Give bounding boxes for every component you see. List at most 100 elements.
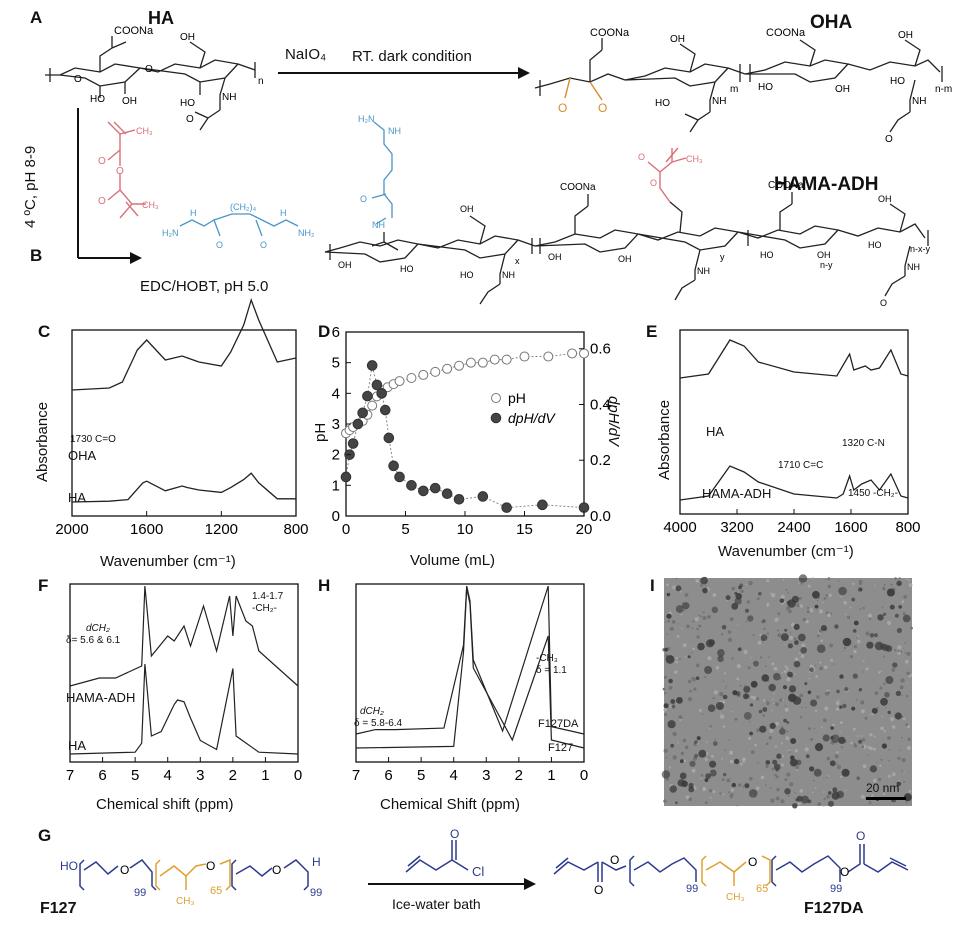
tem-nanoparticle bbox=[794, 640, 799, 645]
svg-text:HO: HO bbox=[180, 98, 195, 109]
tem-nanoparticle bbox=[761, 674, 770, 682]
tem-noise bbox=[796, 603, 800, 607]
d-line-dpdv bbox=[345, 365, 585, 509]
acryl-o: O bbox=[450, 827, 459, 841]
arrow-a bbox=[278, 67, 530, 79]
svg-text:HO: HO bbox=[868, 240, 882, 250]
tem-noise bbox=[678, 715, 683, 720]
tem-noise bbox=[771, 662, 775, 666]
tem-noise bbox=[726, 599, 728, 602]
c-series-oha: OHA bbox=[68, 448, 97, 463]
tem-noise bbox=[881, 715, 884, 718]
f-line-hama-adh bbox=[69, 585, 299, 687]
tem-nanoparticle bbox=[666, 592, 671, 597]
tem-noise bbox=[762, 642, 764, 644]
tem-noise bbox=[766, 701, 770, 706]
tem-noise bbox=[762, 699, 766, 702]
tem-noise bbox=[672, 585, 677, 590]
c-tick-label: 800 bbox=[283, 521, 308, 538]
tem-noise bbox=[781, 742, 783, 745]
tem-noise bbox=[719, 691, 724, 697]
svg-text:n-y: n-y bbox=[820, 260, 833, 270]
svg-text:HO: HO bbox=[890, 76, 905, 87]
panel-label-h: H bbox=[318, 576, 331, 595]
tem-nanoparticle bbox=[805, 754, 810, 759]
e-series-ha: HA bbox=[706, 424, 725, 439]
tem-nanoparticle bbox=[832, 787, 838, 793]
tem-noise bbox=[836, 765, 841, 770]
tem-nanoparticle bbox=[737, 647, 742, 652]
tem-nanoparticle bbox=[707, 704, 716, 712]
tem-noise bbox=[714, 738, 716, 741]
tem-noise bbox=[845, 789, 847, 792]
tem-noise bbox=[766, 579, 770, 583]
tem-noise bbox=[785, 736, 790, 741]
tem-noise bbox=[899, 685, 904, 690]
tem-nanoparticle bbox=[874, 641, 884, 651]
tem-noise bbox=[883, 655, 886, 658]
tem-noise bbox=[774, 773, 777, 777]
d-point-dpdv bbox=[406, 480, 417, 491]
f-tick-label: 6 bbox=[98, 767, 106, 784]
tem-noise bbox=[755, 786, 760, 791]
svg-text:O: O bbox=[216, 240, 223, 250]
tem-noise bbox=[798, 596, 802, 600]
d-point-ph bbox=[454, 360, 465, 371]
tem-noise bbox=[862, 606, 865, 610]
tem-noise bbox=[860, 794, 865, 799]
c-series-ha: HA bbox=[68, 490, 87, 505]
f127-o2: O bbox=[206, 859, 215, 873]
svg-text:O: O bbox=[98, 196, 106, 207]
svg-text:NH: NH bbox=[912, 96, 926, 107]
d-point-dpdv bbox=[357, 407, 368, 419]
tem-noise bbox=[810, 609, 814, 613]
tem-noise bbox=[689, 689, 692, 693]
tem-nanoparticle bbox=[894, 613, 899, 618]
d-point-dpdv bbox=[379, 404, 391, 416]
tem-nanoparticle bbox=[717, 649, 725, 657]
h-series-f127da: F127DA bbox=[538, 718, 579, 730]
f127-name: F127 bbox=[40, 900, 77, 917]
tem-noise bbox=[892, 772, 896, 776]
tem-nanoparticle bbox=[668, 678, 673, 684]
tem-nanoparticle bbox=[889, 604, 895, 610]
d-point-ph bbox=[394, 376, 405, 387]
tem-noise bbox=[734, 717, 738, 721]
tem-noise bbox=[738, 783, 742, 787]
tem-nanoparticle bbox=[663, 703, 669, 709]
tem-nanoparticle bbox=[784, 788, 791, 795]
c-annot: 1730 C=O bbox=[70, 434, 116, 445]
f-tick-label: 0 bbox=[294, 767, 302, 784]
tem-noise bbox=[837, 580, 840, 583]
svg-text:O: O bbox=[880, 298, 887, 308]
tem-nanoparticle bbox=[759, 725, 767, 733]
tem-nanoparticle bbox=[743, 712, 752, 720]
svg-text:CH₃: CH₃ bbox=[136, 126, 153, 136]
tem-noise bbox=[905, 659, 909, 664]
tem-noise bbox=[721, 758, 723, 760]
svg-text:O: O bbox=[260, 240, 267, 250]
tem-nanoparticle bbox=[670, 743, 675, 748]
tem-nanoparticle bbox=[858, 739, 863, 744]
tem-noise bbox=[852, 643, 854, 645]
tem-noise bbox=[756, 697, 760, 701]
e-line-hama-adh bbox=[679, 465, 909, 501]
e-line-ha bbox=[679, 339, 909, 379]
d-point-ph bbox=[501, 354, 512, 365]
tem-noise bbox=[784, 665, 787, 668]
tem-noise bbox=[897, 756, 901, 760]
tem-nanoparticle bbox=[734, 591, 738, 595]
tem-nanoparticle bbox=[779, 728, 786, 735]
tem-nanoparticle bbox=[744, 783, 750, 789]
tem-noise bbox=[880, 726, 884, 731]
tem-nanoparticle bbox=[661, 770, 671, 779]
svg-text:O: O bbox=[650, 178, 657, 188]
d-legend-marker-dpdv bbox=[490, 412, 502, 424]
tem-noise bbox=[815, 675, 818, 678]
tem-nanoparticle bbox=[798, 574, 808, 583]
tem-noise bbox=[824, 665, 828, 669]
tem-noise bbox=[683, 610, 686, 612]
tem-noise bbox=[902, 612, 906, 616]
d-point-ph bbox=[465, 357, 476, 368]
tem-nanoparticle bbox=[829, 760, 836, 767]
